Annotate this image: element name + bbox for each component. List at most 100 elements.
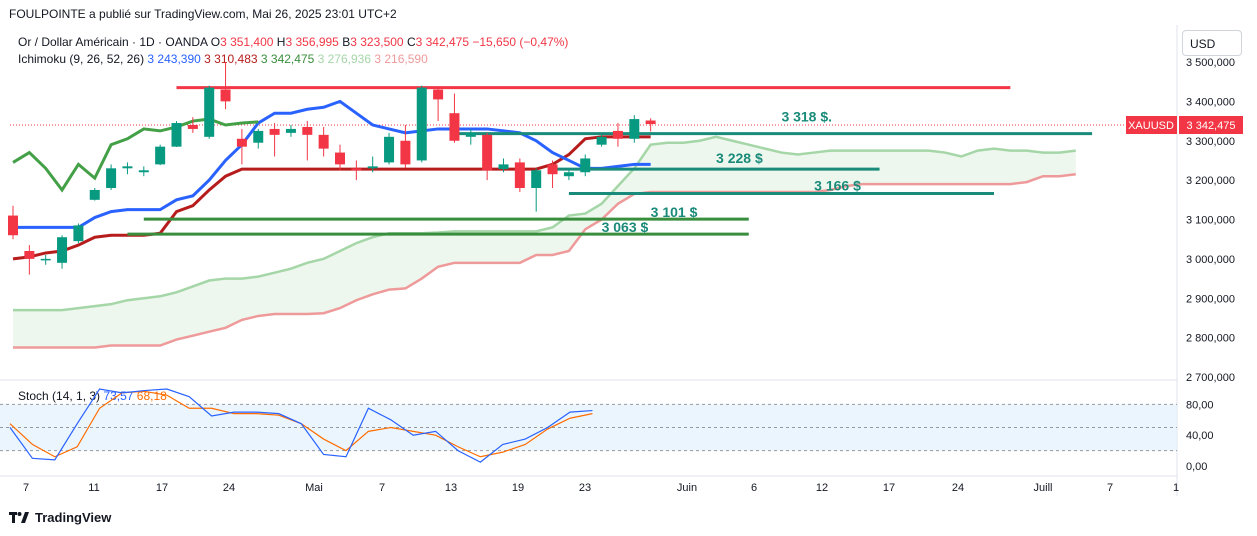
candle-body[interactable] bbox=[367, 166, 378, 169]
candle-body[interactable] bbox=[465, 132, 476, 137]
price-axis[interactable]: 2 700,000 2 800,000 2 900,000 3 000,000 3 10… bbox=[1186, 57, 1235, 384]
time-tick-label: 19 bbox=[512, 482, 524, 494]
time-tick-label: 7 bbox=[379, 482, 385, 494]
last-price-tag: 3 342,475 bbox=[1187, 120, 1236, 132]
candle-body[interactable] bbox=[138, 170, 149, 173]
candle-body[interactable] bbox=[563, 172, 574, 177]
symbol-tag-bg bbox=[1126, 116, 1177, 134]
candle-body[interactable] bbox=[433, 89, 444, 100]
candle-body[interactable] bbox=[57, 237, 68, 263]
candle-body[interactable] bbox=[580, 158, 591, 173]
level-label: 3 101 $ bbox=[651, 204, 698, 220]
candle-body[interactable] bbox=[416, 87, 427, 161]
candle-body[interactable] bbox=[236, 138, 247, 147]
price-tick-label: 2 700,000 bbox=[1186, 372, 1235, 384]
candle-body[interactable] bbox=[400, 140, 411, 165]
stoch-name[interactable]: Stoch (14, 1, 3) bbox=[18, 389, 101, 403]
candle-body[interactable] bbox=[596, 136, 607, 145]
span-a-value: 3 276,936 bbox=[317, 52, 372, 66]
tradingview-logo[interactable]: TradingView bbox=[9, 510, 111, 525]
time-tick-label: 7 bbox=[23, 482, 29, 494]
stoch-k-line bbox=[9, 388, 593, 463]
kijun-value: 3 310,483 bbox=[204, 52, 258, 66]
time-tick-label: Juin bbox=[677, 482, 697, 494]
span-b-value: 3 216,590 bbox=[374, 52, 428, 66]
price-tick-label: 3 500,000 bbox=[1186, 57, 1235, 69]
open-label: O bbox=[210, 35, 221, 49]
candle-body[interactable] bbox=[498, 164, 509, 170]
candle-body[interactable] bbox=[449, 113, 460, 141]
price-tick-label: 2 800,000 bbox=[1186, 333, 1235, 345]
open-value: 3 351,400 bbox=[220, 35, 274, 49]
time-tick-label: 17 bbox=[883, 482, 895, 494]
ichimoku-lines bbox=[12, 99, 651, 261]
candle-body[interactable] bbox=[318, 134, 329, 149]
cloud-fill bbox=[13, 136, 1076, 348]
time-axis[interactable]: 7 11 17 24 Mai 7 13 19 23 Juin 6 12 17 24 Juill 7 1 bbox=[23, 482, 1179, 494]
candle-body[interactable] bbox=[335, 152, 345, 165]
candle-body[interactable] bbox=[253, 130, 264, 143]
time-tick-label: 23 bbox=[579, 482, 591, 494]
candle-body[interactable] bbox=[187, 125, 198, 129]
candle-body[interactable] bbox=[514, 162, 525, 188]
stoch-tick-label: 40,00 bbox=[1186, 430, 1214, 442]
candle-body[interactable] bbox=[531, 170, 542, 188]
high-label: H bbox=[276, 35, 286, 49]
candle-body[interactable] bbox=[106, 168, 117, 188]
candle-body[interactable] bbox=[482, 134, 493, 171]
candle-body[interactable] bbox=[351, 168, 362, 171]
candle-body[interactable] bbox=[40, 258, 51, 261]
time-tick-label: 7 bbox=[1107, 482, 1113, 494]
tradingview-wordmark: TradingView bbox=[35, 510, 112, 525]
time-tick-label: 1 bbox=[1173, 482, 1179, 494]
symbol-legend[interactable]: Or / Dollar Américain · 1D · OANDA O3 35… bbox=[18, 35, 568, 49]
low-value: 3 323,500 bbox=[350, 35, 404, 49]
tenkan-sen-line bbox=[13, 99, 651, 229]
last-price-tag-bg bbox=[1179, 116, 1243, 134]
close-value: 3 342,475 bbox=[415, 35, 470, 49]
publication-credit: FOULPOINTE a publié sur TradingView.com,… bbox=[9, 7, 397, 21]
ichimoku-name[interactable]: Ichimoku (9, 26, 52, 26) bbox=[18, 52, 145, 66]
price-tags: XAUUSD 3 342,475 bbox=[1126, 116, 1243, 134]
symbol-tag: XAUUSD bbox=[1128, 120, 1174, 132]
level-annotations: 3 318 $. 3 228 $ 3 166 $ 3 101 $3 063 $ bbox=[602, 109, 861, 235]
candle-body[interactable] bbox=[122, 166, 133, 169]
candle-body[interactable] bbox=[645, 120, 656, 125]
candle-body[interactable] bbox=[204, 87, 215, 137]
time-tick-label: Mai bbox=[305, 482, 323, 494]
time-tick-label: 11 bbox=[88, 482, 99, 494]
time-tick-label: 12 bbox=[816, 482, 828, 494]
price-tick-label: 3 400,000 bbox=[1186, 96, 1235, 108]
chikou-span-line bbox=[12, 117, 259, 193]
price-tick-label: 3 200,000 bbox=[1186, 175, 1235, 187]
drawn-levels[interactable] bbox=[127, 86, 1093, 236]
candles[interactable] bbox=[8, 62, 656, 275]
kijun-sen-line bbox=[12, 135, 651, 261]
price-tick-label: 3 300,000 bbox=[1186, 136, 1235, 148]
candle-body[interactable] bbox=[8, 215, 18, 236]
candle-body[interactable] bbox=[384, 136, 395, 163]
candle-body[interactable] bbox=[155, 146, 166, 165]
ichimoku-legend[interactable]: Ichimoku (9, 26, 52, 26) 3 243,390 3 310… bbox=[18, 52, 428, 66]
candle-body[interactable] bbox=[285, 128, 296, 133]
candle-body[interactable] bbox=[220, 89, 231, 102]
candle-body[interactable] bbox=[269, 128, 280, 135]
candle-body[interactable] bbox=[73, 225, 84, 242]
ichimoku-cloud bbox=[13, 135, 1076, 349]
time-tick-label: 6 bbox=[751, 482, 757, 494]
stoch-d-value: 68,18 bbox=[136, 389, 167, 403]
candle-body[interactable] bbox=[547, 164, 558, 175]
candle-body[interactable] bbox=[24, 251, 35, 259]
currency-button[interactable]: USD bbox=[1182, 30, 1242, 56]
symbol-name[interactable]: Or / Dollar Américain · 1D · OANDA bbox=[18, 35, 208, 49]
candle-body[interactable] bbox=[302, 126, 313, 135]
high-value: 3 356,995 bbox=[285, 35, 339, 49]
candle-body[interactable] bbox=[89, 189, 100, 200]
candle-body[interactable] bbox=[629, 119, 640, 139]
price-tick-label: 2 900,000 bbox=[1186, 293, 1235, 305]
candle-body[interactable] bbox=[612, 130, 623, 139]
low-label: B bbox=[342, 35, 351, 49]
candle-body[interactable] bbox=[171, 123, 182, 147]
stochastic-pane[interactable]: 80,00 40,00 0,00 bbox=[0, 388, 1214, 473]
